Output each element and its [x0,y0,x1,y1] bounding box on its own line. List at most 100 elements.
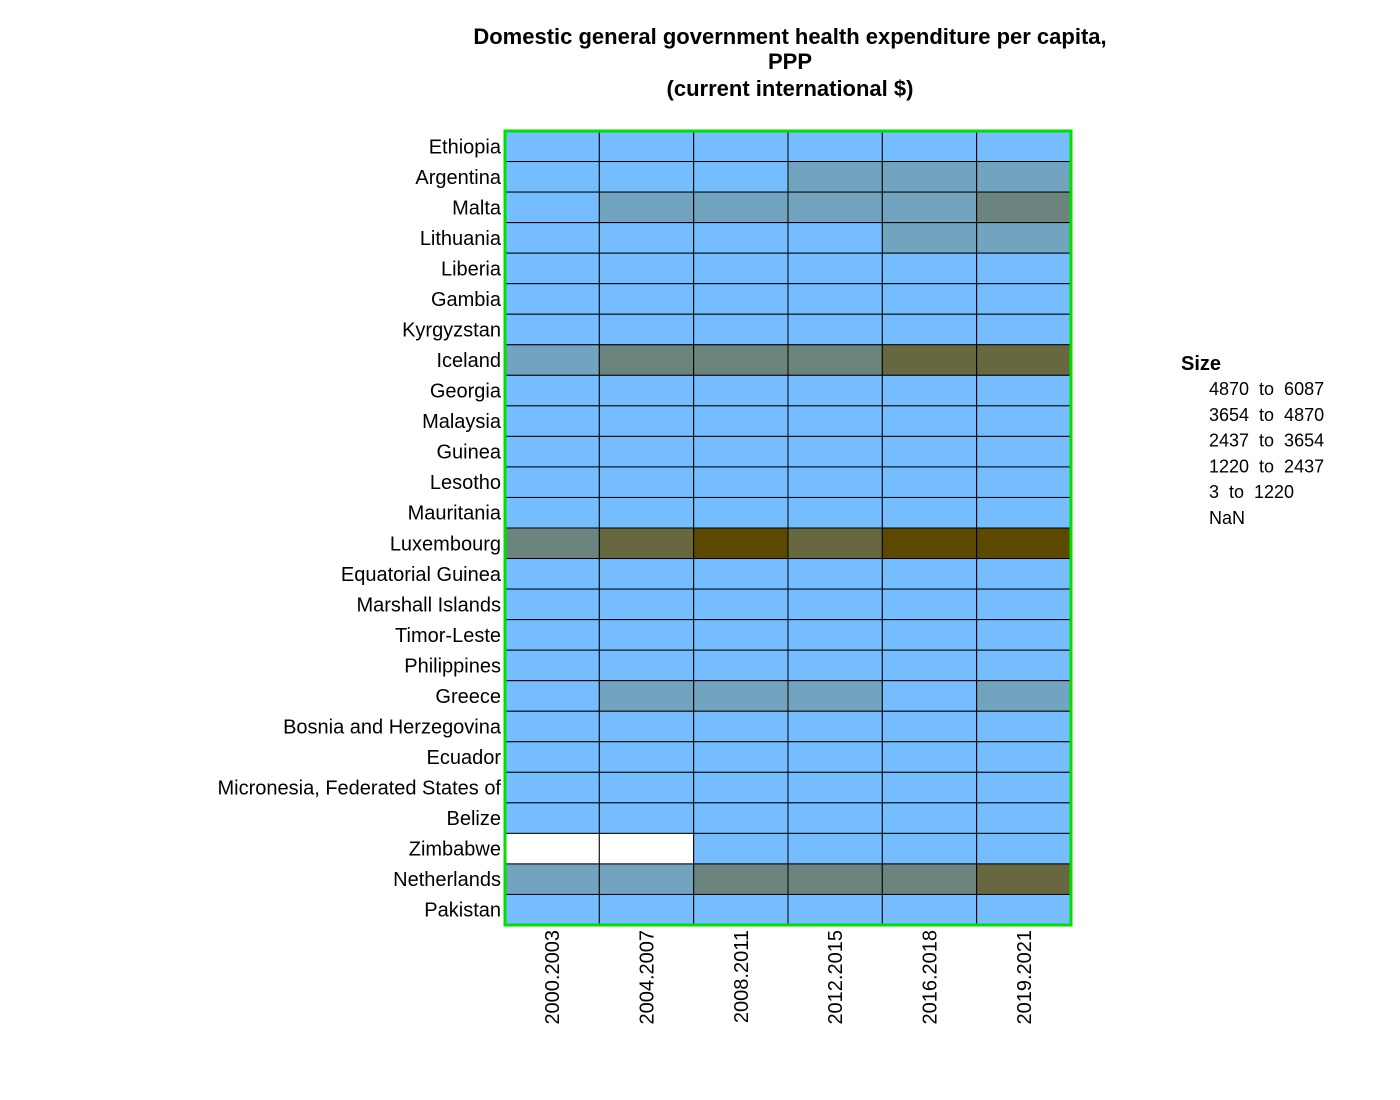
heatmap-cell [976,710,1072,743]
heatmap-cell [693,405,789,437]
column-labels: 2000.2003 2004.2007 2008.2011 2012.2015 2016… [542,930,1036,1025]
heatmap-cell [693,283,789,315]
legend-entry: 3654 to 4870 [1209,405,1324,425]
row-label: Mauritania [408,503,502,525]
heatmap-cell [976,191,1072,224]
heatmap-cell [881,222,978,254]
heatmap-cell [504,527,600,560]
heatmap-cell [976,527,1072,560]
heatmap-cell [598,771,695,804]
heatmap-cell [787,649,883,682]
heatmap-cell [693,222,789,254]
heatmap-cell [598,252,695,285]
heatmap-cell [504,741,600,773]
heatmap-cell [976,802,1072,834]
row-label: Philippines [404,655,501,677]
heatmap-cell [787,558,883,590]
heatmap-cell [787,191,883,224]
column-label: 2019.2021 [1014,930,1036,1025]
heatmap-cell [693,374,789,407]
heatmap-cell [504,558,600,590]
heatmap-cell [976,283,1072,315]
heatmap-cell [881,161,978,193]
heatmap-cell [693,893,789,926]
heatmap-cell [693,344,789,376]
heatmap-cell [881,588,978,621]
heatmap-cell [787,374,883,407]
heatmap-cells [504,130,1072,926]
heatmap-cell [976,863,1072,895]
heatmap-cell [598,832,695,865]
heatmap-cell [787,741,883,773]
heatmap-cell [504,435,600,468]
heatmap-cell [693,802,789,834]
heatmap-cell [787,222,883,254]
heatmap-cell [787,283,883,315]
heatmap-cell [598,313,695,346]
column-label: 2004.2007 [637,930,659,1025]
heatmap-cell [976,344,1072,376]
row-label: Belize [447,808,501,830]
heatmap-cell [598,191,695,224]
heatmap-cell [693,130,789,163]
heatmap-cell [787,588,883,621]
heatmap-cell [693,771,789,804]
heatmap-cell [787,252,883,285]
heatmap-cell [598,710,695,743]
heatmap-cell [976,588,1072,621]
heatmap-cell [787,771,883,804]
heatmap-cell [881,130,978,163]
heatmap-cell [787,527,883,560]
heatmap-cell [598,527,695,560]
column-label: 2000.2003 [542,930,564,1025]
heatmap-cell [976,161,1072,193]
heatmap-cell [693,588,789,621]
heatmap-cell [976,680,1072,712]
heatmap-cell [693,466,789,498]
row-label: Marshall Islands [356,594,501,616]
row-label: Luxembourg [390,533,501,555]
heatmap-cell [787,344,883,376]
heatmap-cell [787,863,883,895]
heatmap-cell [598,222,695,254]
heatmap-cell [504,588,600,621]
heatmap-cell [693,313,789,346]
heatmap-cell [504,374,600,407]
heatmap-cell [693,527,789,560]
heatmap-cell [598,893,695,926]
row-label: Gambia [431,289,502,311]
heatmap-cell [598,619,695,651]
column-label: 2012.2015 [825,930,847,1025]
heatmap-cell [881,374,978,407]
legend-entry: 2437 to 3654 [1209,431,1324,451]
heatmap-cell [693,832,789,865]
heatmap-cell [598,405,695,437]
heatmap-cell [504,619,600,651]
chart-title-line: (current international $) [667,76,914,101]
heatmap-cell [881,344,978,376]
heatmap-cell [598,161,695,193]
heatmap-cell [693,435,789,468]
row-label: Iceland [437,350,502,372]
row-label: Ecuador [427,747,502,769]
row-label: Bosnia and Herzegovina [283,717,502,739]
heatmap-cell [976,435,1072,468]
heatmap-cell [787,130,883,163]
row-label: Argentina [415,167,501,189]
heatmap-cell [787,435,883,468]
heatmap-cell [881,283,978,315]
row-label: Timor-Leste [395,625,501,647]
heatmap-cell [504,222,600,254]
heatmap-cell [787,313,883,346]
heatmap-cell [598,130,695,163]
row-label: Greece [435,686,501,708]
row-label: Georgia [430,381,502,403]
heatmap-cell [881,680,978,712]
heatmap-cell [504,771,600,804]
heatmap-cell [881,252,978,285]
heatmap-cell [598,344,695,376]
heatmap-cell [504,252,600,285]
heatmap-cell [881,741,978,773]
heatmap-cell [976,313,1072,346]
heatmap-cell [693,191,789,224]
